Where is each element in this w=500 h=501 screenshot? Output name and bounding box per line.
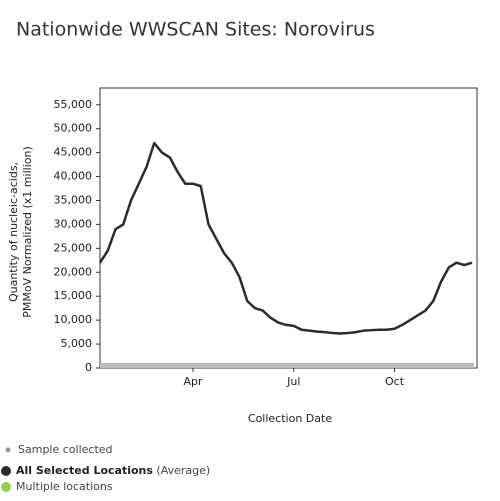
x-tick-label: Jul bbox=[286, 375, 300, 388]
y-tick-label: 20,000 bbox=[54, 265, 93, 278]
legend-swatch bbox=[5, 447, 11, 453]
y-tick-label: 0 bbox=[85, 361, 92, 374]
y-tick-label: 15,000 bbox=[54, 289, 93, 302]
legend-series: All Selected Locations bbox=[16, 464, 153, 477]
x-tick-label: Oct bbox=[385, 375, 405, 388]
y-tick-label: 50,000 bbox=[54, 122, 93, 135]
y-axis-label: Quantity of nucleic-acids, bbox=[7, 162, 20, 302]
x-tick-label: Apr bbox=[183, 375, 203, 388]
y-tick-label: 55,000 bbox=[54, 98, 93, 111]
y-tick-label: 5,000 bbox=[61, 337, 93, 350]
y-tick-label: 45,000 bbox=[54, 146, 93, 159]
legend-label: Multiple locations bbox=[16, 480, 113, 493]
y-tick-label: 10,000 bbox=[54, 313, 93, 326]
legend-swatch bbox=[1, 466, 11, 476]
y-axis-label: PMMoV Normalized (x1 million) bbox=[21, 146, 34, 317]
legend-label: All Selected Locations (Average) bbox=[16, 464, 210, 477]
legend-swatch bbox=[1, 482, 11, 492]
sample-band bbox=[100, 363, 474, 368]
y-tick-label: 35,000 bbox=[54, 193, 93, 206]
legend-note: (Average) bbox=[156, 464, 210, 477]
chart-title: Nationwide WWSCAN Sites: Norovirus bbox=[16, 19, 375, 41]
y-tick-label: 40,000 bbox=[54, 170, 93, 183]
x-axis-label: Collection Date bbox=[248, 412, 332, 425]
legend-label: Sample collected bbox=[18, 443, 113, 456]
y-tick-label: 25,000 bbox=[54, 241, 93, 254]
data-line bbox=[98, 141, 473, 335]
y-tick-label: 30,000 bbox=[54, 217, 93, 230]
